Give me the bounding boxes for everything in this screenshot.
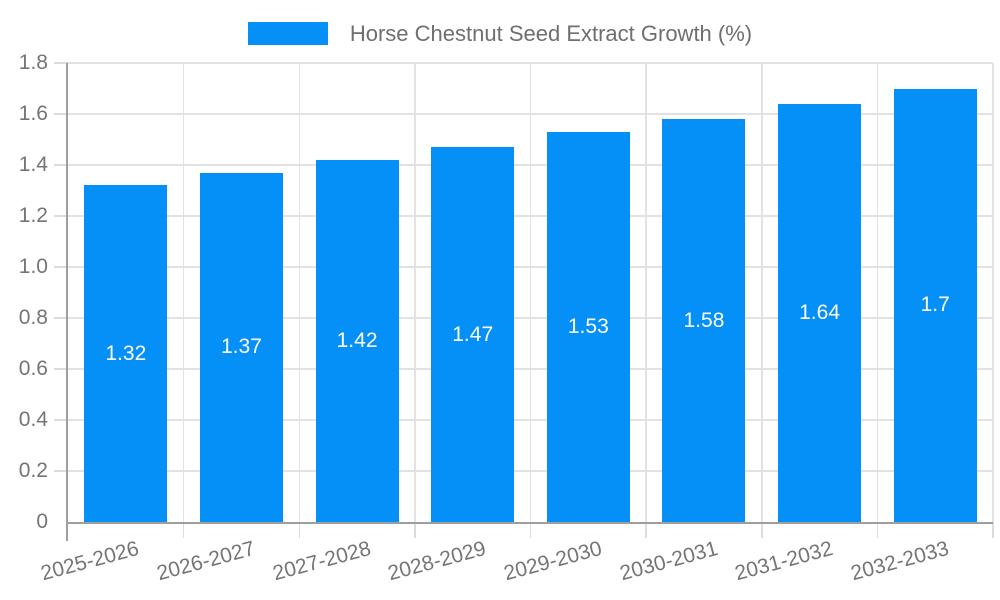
bar-value-label: 1.37 [221, 335, 262, 359]
x-tick [645, 522, 647, 538]
y-tick [54, 215, 68, 217]
bar[interactable]: 1.58 [662, 119, 746, 522]
y-tick [54, 266, 68, 268]
y-tick [54, 62, 68, 64]
y-axis-line [66, 63, 68, 541]
y-tick-label: 0 [36, 510, 48, 533]
bar[interactable]: 1.47 [431, 147, 515, 522]
y-tick [54, 368, 68, 370]
bar-value-label: 1.32 [105, 341, 147, 365]
x-gridline [992, 63, 994, 522]
y-tick [54, 317, 68, 319]
y-tick-label: 1.0 [18, 255, 48, 278]
x-tick-label: 2025-2026 [38, 537, 142, 586]
y-tick [54, 470, 68, 472]
x-tick-label: 2027-2028 [270, 537, 374, 586]
bar-value-label: 1.64 [799, 300, 840, 324]
y-tick-label: 0.8 [18, 306, 48, 329]
x-tick-label: 2032-2033 [848, 537, 952, 586]
y-tick [54, 419, 68, 421]
x-tick [182, 522, 185, 538]
x-axis-line [66, 522, 993, 524]
bar-value-label: 1.42 [336, 328, 378, 352]
bar-value-label: 1.53 [567, 314, 609, 338]
y-tick-label: 0.2 [18, 459, 48, 482]
bar[interactable]: 1.64 [778, 103, 862, 522]
y-tick-label: 1.4 [18, 153, 48, 176]
y-tick [54, 113, 68, 115]
legend-swatch[interactable] [247, 22, 328, 45]
bar-value-label: 1.47 [452, 322, 494, 346]
y-tick-label: 1.8 [18, 51, 48, 74]
x-tick-label: 2026-2027 [154, 537, 258, 586]
x-gridline [645, 63, 647, 522]
x-tick-label: 2031-2032 [732, 537, 836, 586]
bar[interactable]: 1.32 [84, 185, 168, 522]
x-tick [298, 522, 300, 538]
x-gridline [876, 63, 879, 522]
y-tick-label: 1.2 [18, 204, 48, 227]
x-tick [414, 522, 416, 538]
x-tick-label: 2030-2031 [616, 537, 720, 586]
bar[interactable]: 1.7 [893, 88, 977, 522]
bar-value-label: 1.7 [920, 293, 950, 317]
x-gridline [182, 63, 185, 522]
y-tick-label: 0.6 [18, 357, 48, 380]
legend[interactable]: Horse Chestnut Seed Extract Growth (%) [0, 22, 1000, 45]
bar[interactable]: 1.53 [546, 131, 630, 522]
x-gridline [298, 63, 300, 522]
y-tick-label: 1.6 [18, 102, 48, 125]
bar[interactable]: 1.37 [199, 172, 283, 522]
x-tick [992, 522, 994, 538]
bar-value-label: 1.58 [683, 308, 725, 332]
x-tick-label: 2029-2030 [501, 537, 605, 586]
x-tick [529, 522, 532, 538]
y-tick [54, 164, 68, 166]
x-gridline [529, 63, 532, 522]
y-tick-label: 0.4 [18, 408, 48, 431]
x-tick-label: 2028-2029 [385, 537, 489, 586]
x-gridline [761, 63, 763, 522]
bar[interactable]: 1.42 [315, 159, 399, 522]
legend-label[interactable]: Horse Chestnut Seed Extract Growth (%) [349, 21, 753, 46]
x-tick [876, 522, 879, 538]
plot-area: 0 0.2 0.4 0.6 0.8 1.0 1.2 1.4 1.6 1.8 1.32 1.37 1.42… [19, 51, 994, 585]
x-tick [761, 522, 763, 538]
x-gridline [414, 63, 416, 522]
